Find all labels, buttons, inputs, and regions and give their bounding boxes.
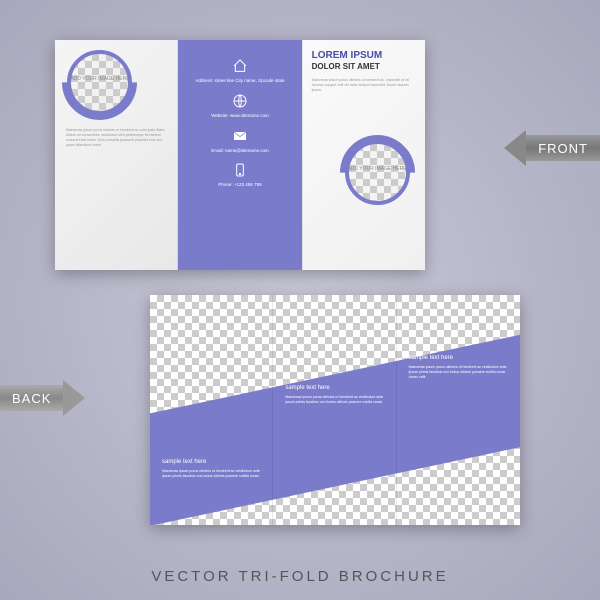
back-panel-3: sample text here Maecenas ipsum purus ul… (397, 295, 520, 525)
body-text: Maecenas ipsum purus ultricies ut hendre… (63, 125, 170, 151)
envelope-icon (232, 128, 248, 144)
arrow-label: BACK (0, 385, 63, 411)
front-panel-3: LOREM IPSUM DOLOR SIT AMET Maecenas ipsu… (302, 40, 425, 270)
sample-label: sample text here (162, 458, 261, 466)
front-arrow: FRONT (504, 130, 600, 166)
sample-label: sample text here (409, 354, 508, 362)
website-text: Website: www.sitename.com (186, 113, 293, 120)
image-label: ADD YOUR IMAGE HERE (70, 76, 130, 82)
panel-text: sample text here Maecenas ipsum purus ul… (158, 454, 265, 483)
fold-line (302, 40, 303, 270)
email-text: Email: name@sitename.com (186, 148, 293, 155)
house-icon (232, 58, 248, 74)
back-arrow: BACK (0, 380, 85, 416)
sample-label: sample text here (285, 384, 384, 392)
panel-text: sample text here Maecenas ipsum purus ul… (405, 350, 512, 384)
body-text: Maecenas ipsum purus ultricies ut hendre… (409, 365, 508, 380)
phone-icon (232, 162, 248, 178)
body-text: Maecenas ipsum purus ultricies ut hendre… (285, 395, 384, 405)
front-panel-2-contact: Address: street line City name, zipcode … (178, 40, 301, 270)
front-panel-1: ADD YOUR IMAGE HERE Maecenas ipsum purus… (55, 40, 178, 270)
title: LOREM IPSUM (312, 50, 383, 61)
image-label: ADD YOUR IMAGE HERE (347, 166, 407, 172)
body-text: Maecenas ipsum purus ultricies ut hendre… (162, 469, 261, 479)
phone-text: Phone: +123 456 789 (186, 182, 293, 189)
body-text: Maecenas ipsum purus ultricies ut hendre… (312, 78, 415, 93)
image-placeholder-circle (67, 50, 132, 115)
arrow-head-icon (63, 380, 85, 416)
globe-icon (232, 93, 248, 109)
arrow-label: FRONT (526, 135, 600, 161)
image-placeholder-circle (345, 140, 410, 205)
panel-text: sample text here Maecenas ipsum purus ul… (281, 380, 388, 409)
brochure-back: sample text here Maecenas ipsum purus ul… (150, 295, 520, 525)
subtitle: DOLOR SIT AMET (312, 62, 380, 71)
brochure-front: ADD YOUR IMAGE HERE Maecenas ipsum purus… (55, 40, 425, 270)
footer-title: VECTOR TRI-FOLD BROCHURE (0, 568, 600, 585)
back-panel-2: sample text here Maecenas ipsum purus ul… (273, 295, 396, 525)
address-text: Address: street line City name, zipcode … (186, 78, 293, 85)
arrow-head-icon (504, 130, 526, 166)
back-panel-1: sample text here Maecenas ipsum purus ul… (150, 295, 273, 525)
